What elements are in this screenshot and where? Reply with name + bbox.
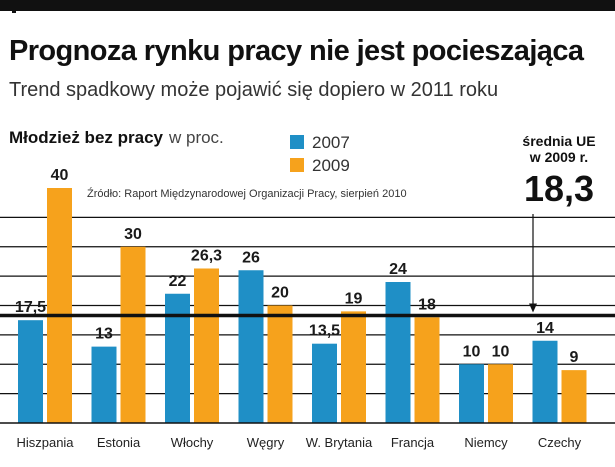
data-label-2009-3: 20 [271, 285, 289, 302]
data-label-2009-2: 26,3 [191, 247, 222, 264]
bar-2009-7 [561, 370, 587, 423]
average-value: 18,3 [523, 168, 595, 209]
data-label-2007-2: 22 [169, 273, 187, 290]
data-label-2009-4: 19 [345, 290, 363, 307]
category-label-1: Estonia [97, 435, 141, 450]
data-label-2007-3: 26 [242, 249, 260, 266]
measure-label: Młodzież bez pracy w proc. [9, 128, 224, 148]
category-label-3: Węgry [247, 435, 285, 450]
measure-name: Młodzież bez pracy [9, 128, 163, 147]
source-note: Źródło: Raport Międzynarodowej Organizac… [87, 188, 407, 200]
category-label-0: Hiszpania [16, 435, 74, 450]
data-label-2007-7: 14 [536, 320, 554, 337]
bar-2009-3 [267, 305, 293, 423]
bar-2007-4 [312, 343, 337, 423]
bar-2009-5 [414, 317, 440, 423]
data-label-2009-1: 30 [124, 226, 142, 243]
category-label-2: Włochy [171, 435, 214, 450]
bar-2009-1 [120, 246, 146, 423]
bar-2007-0 [18, 320, 43, 423]
bar-2007-2 [165, 293, 190, 423]
category-label-4: W. Brytania [306, 435, 373, 450]
average-label-line1: średnia UE [522, 133, 596, 149]
top-rule-bar [0, 0, 615, 11]
data-label-2009-7: 9 [570, 349, 579, 366]
eu-average-arrow-head [529, 303, 537, 313]
legend-item-2007: 2007 [290, 133, 350, 153]
chart-title: Prognoza rynku pracy nie jest pocieszają… [9, 35, 584, 67]
average-label: średnia UE w 2009 r. [509, 133, 609, 165]
category-label-5: Francja [391, 435, 435, 450]
bar-2007-7 [532, 340, 558, 423]
data-label-2009-6: 10 [492, 343, 510, 360]
data-label-2009-5: 18 [418, 296, 436, 313]
category-label-6: Niemcy [464, 435, 508, 450]
average-label-line2: w 2009 r. [529, 149, 589, 165]
data-label-2007-4: 13,5 [309, 323, 340, 340]
measure-unit: w proc. [168, 128, 224, 147]
legend-label-2009: 2009 [312, 156, 350, 175]
data-label-2007-0: 17,5 [15, 299, 46, 316]
data-label-2009-0: 40 [51, 167, 69, 184]
top-rule [0, 0, 615, 13]
legend-label-2007: 2007 [312, 133, 350, 152]
bar-2007-1 [91, 346, 117, 423]
bar-2009-2 [194, 268, 219, 423]
bar-2007-6 [459, 364, 484, 423]
data-label-2007-5: 24 [389, 261, 407, 278]
data-label-2007-6: 10 [463, 343, 481, 360]
legend-swatch-2009 [290, 158, 304, 172]
data-label-2007-1: 13 [95, 326, 113, 343]
legend-item-2009: 2009 [290, 156, 350, 176]
bar-2009-0 [47, 188, 72, 423]
top-rule-tick [12, 0, 16, 13]
bar-2007-5 [385, 282, 411, 423]
chart-subtitle: Trend spadkowy może pojawić się dopiero … [9, 79, 499, 101]
bar-2009-6 [488, 364, 513, 423]
bar-2007-3 [238, 270, 264, 423]
legend-swatch-2007 [290, 135, 304, 149]
bar-2009-4 [341, 311, 366, 423]
category-label-7: Czechy [538, 435, 582, 450]
